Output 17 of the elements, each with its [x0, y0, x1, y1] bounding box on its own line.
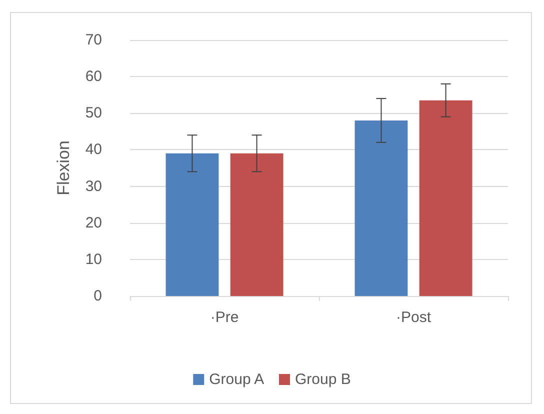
bar — [419, 100, 472, 296]
y-tick-label: 60 — [85, 68, 102, 86]
y-tick-label: 0 — [94, 288, 102, 304]
y-tick-label: 30 — [85, 178, 102, 195]
x-tick-label: ·Pre — [210, 309, 239, 326]
y-tick-label: 50 — [85, 104, 102, 122]
x-tick-label: ·Post — [396, 309, 432, 326]
y-tick-label: 70 — [85, 32, 102, 48]
y-tick-label: 10 — [85, 250, 102, 268]
bar — [354, 120, 408, 296]
legend-label: Group B — [295, 371, 351, 388]
y-tick-label: 40 — [85, 141, 102, 158]
bar — [230, 153, 284, 296]
y-axis-title: Flexion — [54, 140, 73, 196]
y-tick-label: 20 — [85, 214, 102, 232]
legend-label: Group A — [209, 371, 264, 388]
bar — [166, 153, 219, 296]
